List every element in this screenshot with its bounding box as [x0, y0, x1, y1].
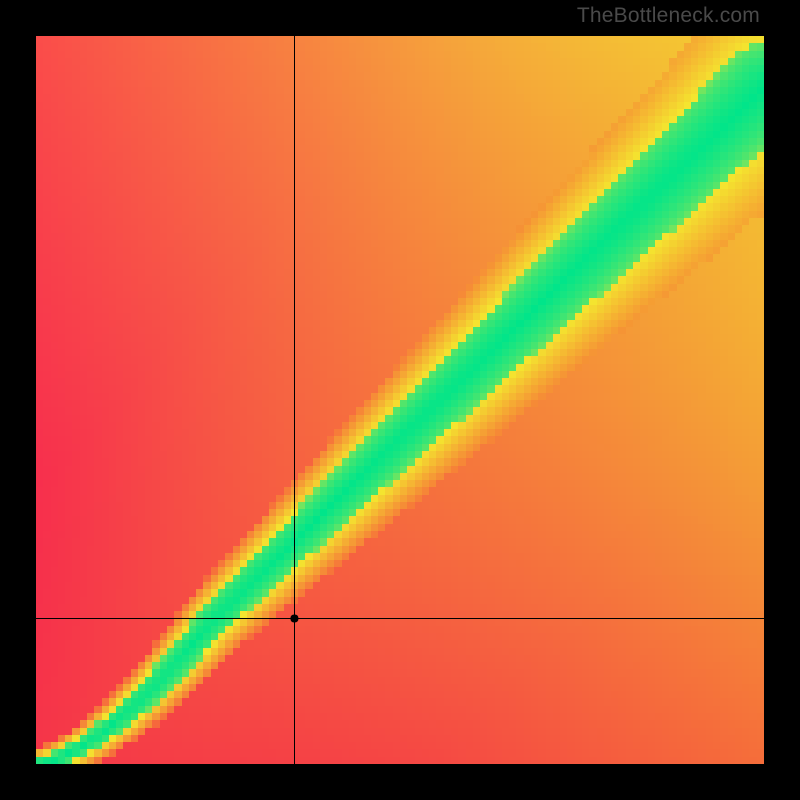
attribution-label: TheBottleneck.com — [577, 4, 760, 28]
chart-container: { "attribution": "TheBottleneck.com", "a… — [0, 0, 800, 800]
heatmap-canvas — [0, 0, 800, 800]
